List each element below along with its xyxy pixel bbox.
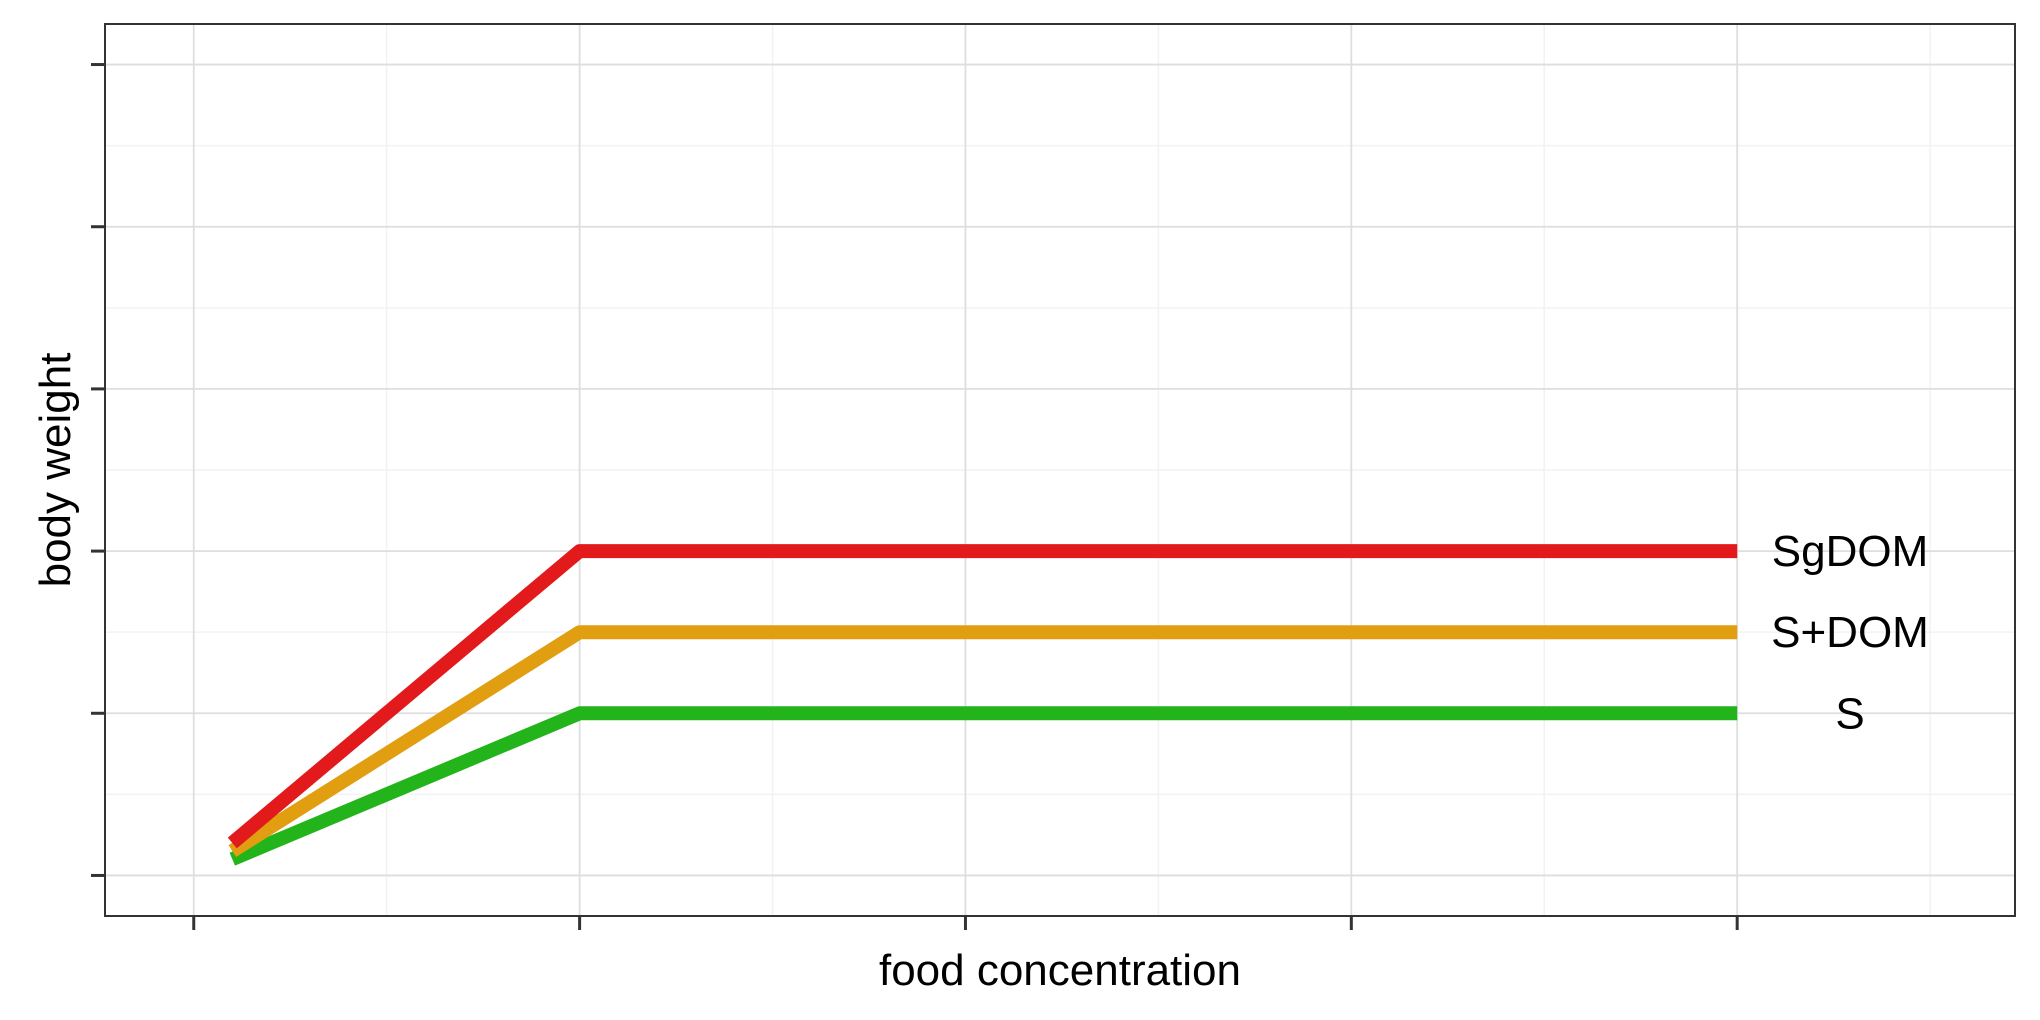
series-label-s: S: [1835, 689, 1864, 738]
series-label-sgdom: SgDOM: [1772, 527, 1928, 576]
plot-panel-border: [104, 23, 2016, 917]
x-axis-label: food concentration: [879, 946, 1241, 995]
series-label-s-dom: S+DOM: [1771, 608, 1929, 657]
series-line-sgdom: [227, 544, 1738, 849]
series-direct-labels: SgDOM S+DOM S: [1771, 527, 1929, 738]
series-line-s: [229, 706, 1738, 866]
series-lines: [227, 544, 1738, 866]
y-axis-ticks: [91, 63, 105, 877]
x-axis-ticks: [192, 916, 1739, 930]
y-axis-label: body weight: [31, 353, 80, 588]
series-line-s-dom: [228, 625, 1738, 858]
